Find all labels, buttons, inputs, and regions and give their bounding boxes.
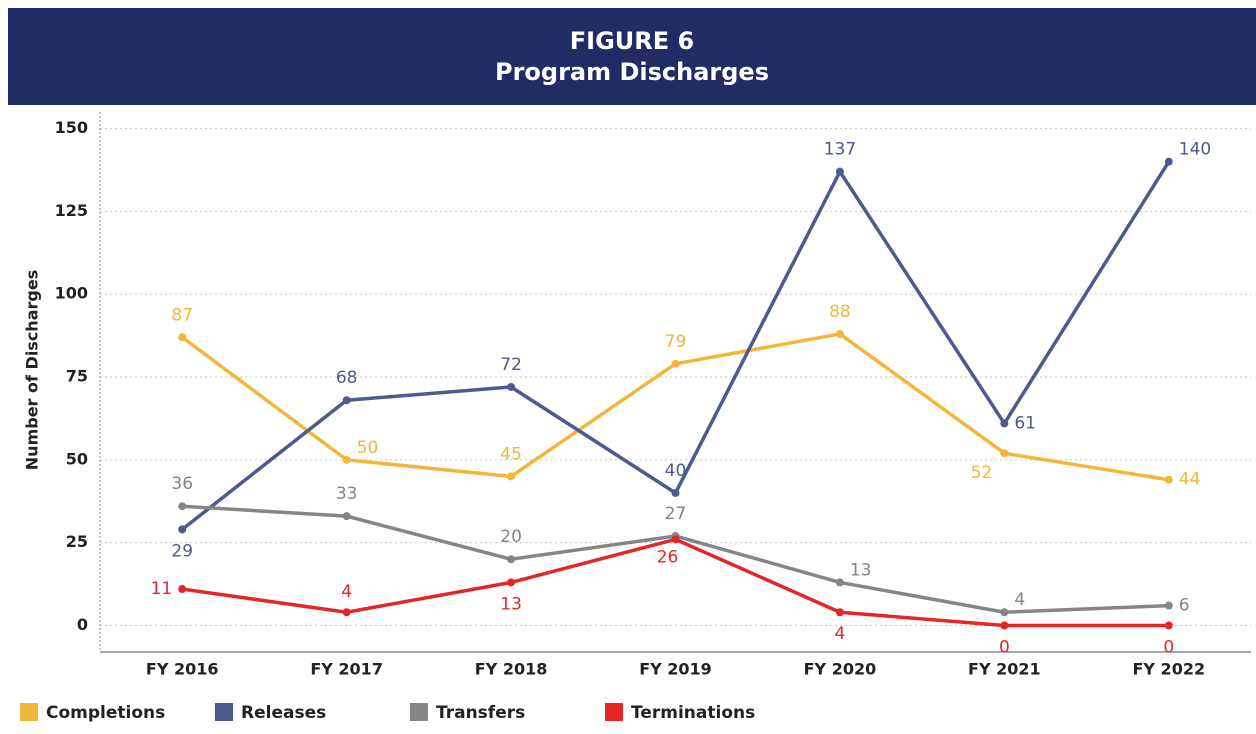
legend-label: Releases bbox=[241, 703, 326, 723]
chart-subtitle: Program Discharges bbox=[495, 58, 769, 86]
data-label: 72 bbox=[500, 355, 522, 375]
data-point bbox=[1000, 608, 1009, 617]
x-tick-label: FY 2017 bbox=[310, 660, 383, 679]
y-tick-label: 75 bbox=[66, 367, 88, 386]
data-label: 13 bbox=[850, 560, 872, 580]
data-point bbox=[178, 525, 187, 534]
data-point bbox=[507, 555, 516, 564]
data-label: 40 bbox=[665, 461, 687, 481]
data-point bbox=[178, 585, 187, 594]
data-label: 50 bbox=[357, 438, 379, 458]
x-tick-label: FY 2020 bbox=[804, 660, 877, 679]
data-point bbox=[1164, 157, 1173, 166]
data-label: 137 bbox=[824, 140, 856, 160]
data-label: 0 bbox=[1163, 637, 1174, 657]
data-point bbox=[835, 329, 844, 338]
data-label: 0 bbox=[999, 637, 1010, 657]
data-label: 44 bbox=[1179, 470, 1201, 490]
data-point bbox=[671, 535, 680, 544]
data-point bbox=[671, 359, 680, 368]
legend-label: Transfers bbox=[436, 703, 525, 723]
data-point bbox=[342, 396, 351, 405]
chart-title: FIGURE 6 bbox=[570, 27, 694, 55]
data-label: 140 bbox=[1179, 140, 1211, 160]
data-label: 29 bbox=[171, 541, 193, 561]
data-label: 6 bbox=[1179, 596, 1190, 616]
y-axis-label: Number of Discharges bbox=[23, 270, 42, 470]
data-point bbox=[1000, 449, 1009, 458]
data-point bbox=[507, 578, 516, 587]
line-series bbox=[181, 332, 1170, 482]
data-point bbox=[342, 455, 351, 464]
data-point bbox=[1000, 621, 1009, 630]
data-point bbox=[178, 333, 187, 342]
data-point bbox=[507, 382, 516, 391]
data-point bbox=[178, 502, 187, 511]
y-tick-label: 25 bbox=[66, 532, 88, 551]
data-label: 61 bbox=[1014, 413, 1036, 433]
data-point bbox=[342, 512, 351, 521]
data-label: 11 bbox=[151, 579, 173, 599]
data-label: 68 bbox=[336, 368, 358, 388]
x-tick-label: FY 2021 bbox=[968, 660, 1041, 679]
data-label: 13 bbox=[500, 594, 522, 614]
data-point bbox=[1000, 419, 1009, 428]
data-label: 36 bbox=[171, 474, 193, 494]
y-tick-label: 150 bbox=[55, 118, 88, 137]
x-tick-label: FY 2018 bbox=[475, 660, 548, 679]
data-label: 4 bbox=[835, 624, 846, 644]
data-point bbox=[835, 578, 844, 587]
x-tick-label: FY 2016 bbox=[146, 660, 219, 679]
y-tick-label: 50 bbox=[66, 449, 88, 468]
y-tick-label: 100 bbox=[55, 284, 88, 303]
data-point bbox=[1164, 601, 1173, 610]
data-label: 52 bbox=[971, 463, 993, 483]
data-point bbox=[1164, 621, 1173, 630]
legend-swatch bbox=[215, 703, 233, 721]
data-label: 27 bbox=[665, 504, 687, 524]
data-point bbox=[835, 167, 844, 176]
header-band bbox=[8, 8, 1256, 105]
data-point bbox=[507, 472, 516, 481]
data-point bbox=[835, 608, 844, 617]
x-tick-label: FY 2019 bbox=[639, 660, 712, 679]
legend-swatch bbox=[410, 703, 428, 721]
data-label: 26 bbox=[657, 547, 679, 567]
data-label: 20 bbox=[500, 527, 522, 547]
data-label: 79 bbox=[665, 332, 687, 352]
data-label: 88 bbox=[829, 302, 851, 322]
data-point bbox=[671, 488, 680, 497]
legend-label: Terminations bbox=[631, 703, 755, 723]
data-label: 4 bbox=[341, 582, 352, 602]
data-label: 87 bbox=[171, 305, 193, 325]
y-tick-label: 0 bbox=[77, 615, 88, 634]
y-tick-label: 125 bbox=[55, 201, 88, 220]
data-label: 45 bbox=[500, 444, 522, 464]
legend-label: Completions bbox=[46, 703, 165, 723]
data-point bbox=[1164, 475, 1173, 484]
x-tick-label: FY 2022 bbox=[1132, 660, 1205, 679]
data-label: 33 bbox=[336, 484, 358, 504]
legend-swatch bbox=[605, 703, 623, 721]
legend-swatch bbox=[20, 703, 38, 721]
data-point bbox=[342, 608, 351, 617]
data-label: 4 bbox=[1014, 590, 1025, 610]
